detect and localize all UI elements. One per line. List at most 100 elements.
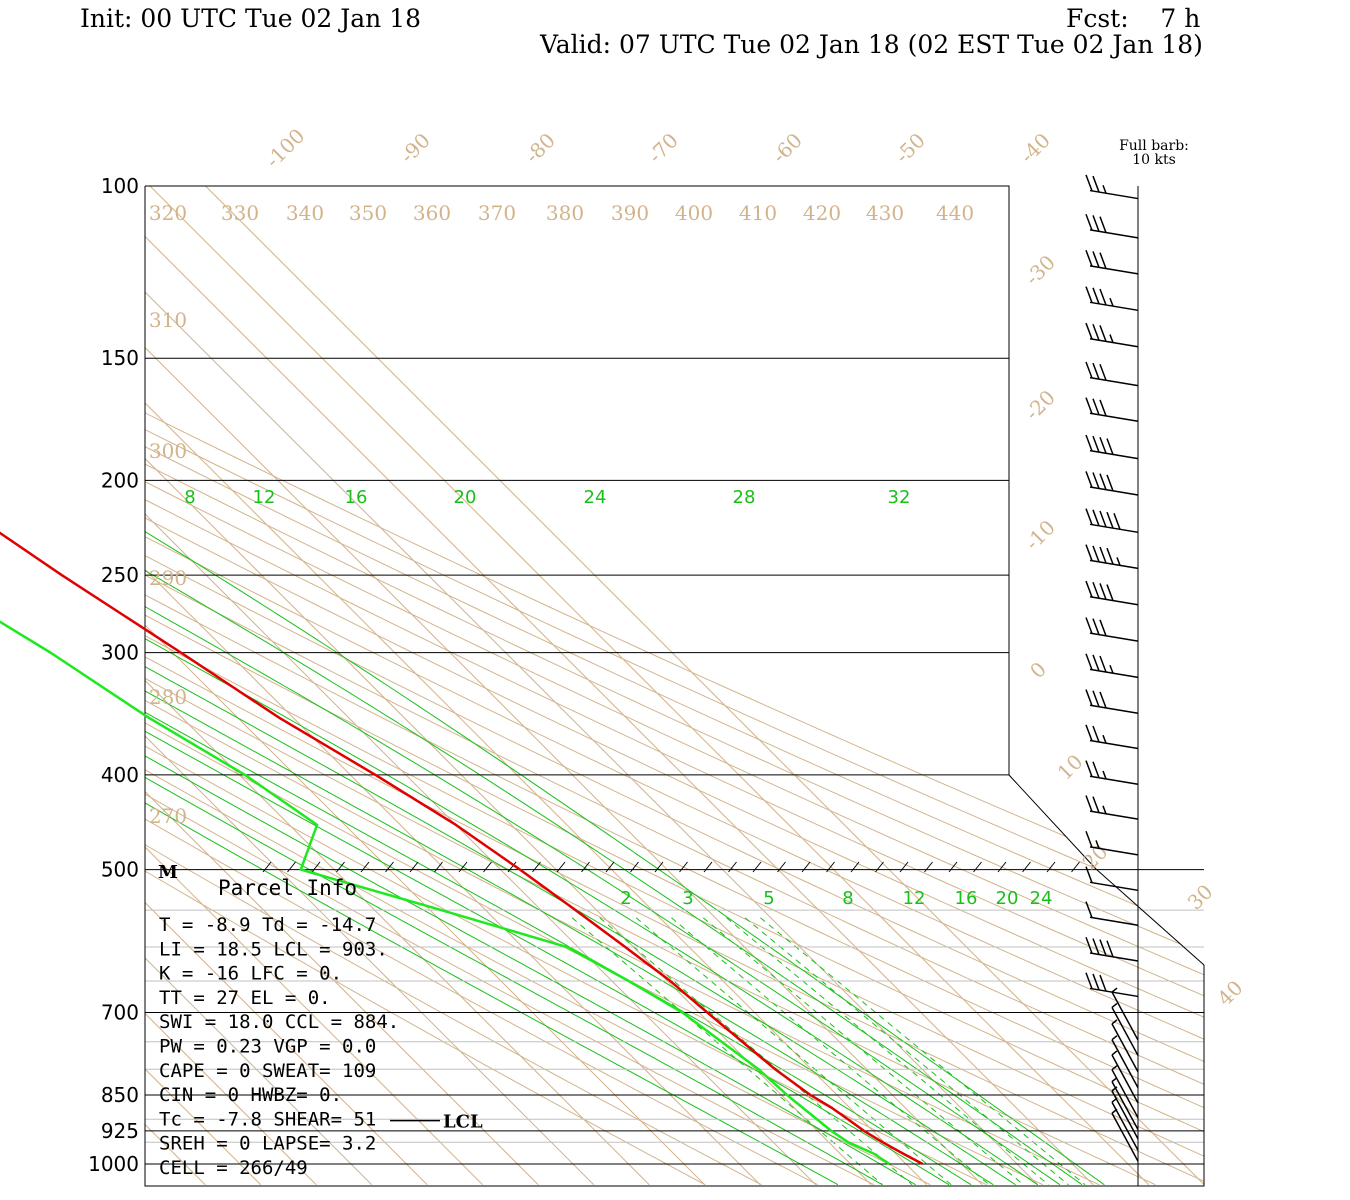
wind-barb — [1085, 471, 1139, 496]
theta-label: 430 — [866, 201, 904, 225]
dry-adiabat — [145, 186, 1156, 1186]
wind-barb — [1111, 1050, 1139, 1104]
isotherm-line — [145, 186, 706, 1186]
moist-adiabat-label: 32 — [888, 487, 911, 508]
wind-barb — [1085, 434, 1139, 460]
pressure-label-400: 400 — [101, 763, 139, 787]
barb-shaft — [1111, 1081, 1139, 1130]
theta-label: 330 — [221, 201, 259, 225]
isotherm-line — [145, 186, 428, 1186]
barb-shaft — [1089, 846, 1139, 856]
mixing-ratio-line — [726, 917, 1049, 1186]
barb-flag — [1092, 725, 1100, 743]
hatch-mark — [630, 861, 639, 873]
barb-flag — [1092, 618, 1100, 635]
barb-half — [1102, 184, 1107, 194]
barb-flag — [1106, 940, 1114, 958]
wind-barb — [1085, 249, 1139, 275]
barb-flag — [1092, 472, 1100, 489]
barb-flag — [1085, 434, 1093, 452]
parcel-row: T = -8.9 Td = -14.7 — [159, 914, 376, 936]
barb-shaft — [1111, 1112, 1139, 1162]
mixing-ratio-label: 2 — [620, 888, 631, 909]
mixing-ratio-label: 12 — [903, 888, 926, 909]
mixing-ratio-line — [744, 917, 1069, 1186]
barb-shaft — [1089, 449, 1139, 460]
wind-barb — [1085, 972, 1139, 998]
wind-barb — [1111, 1019, 1139, 1073]
barb-half — [1111, 1097, 1118, 1103]
hatch-mark — [924, 861, 933, 873]
pressure-label-500: 500 — [101, 858, 139, 882]
hatch-mark — [850, 861, 860, 873]
barb-flag — [1106, 584, 1114, 601]
barb-shaft — [1089, 412, 1139, 422]
moist-adiabat — [145, 479, 839, 1186]
wind-barb — [1085, 760, 1139, 786]
theta-label: 340 — [286, 201, 324, 225]
barb-flag — [1085, 249, 1093, 267]
isotherm-line — [145, 186, 817, 1186]
hatch-mark — [826, 861, 835, 873]
barb-flag — [1092, 545, 1100, 563]
lcl-label: LCL — [443, 1112, 483, 1133]
mixing-ratio-label: 8 — [842, 888, 853, 909]
mixing-ratio-label: 20 — [996, 888, 1019, 909]
forecast-hour: Fcst: 7 h — [1066, 4, 1201, 33]
barb-flag — [1092, 973, 1100, 991]
barb-flag — [1085, 795, 1093, 812]
barb-shaft — [1089, 559, 1139, 570]
isotherm-line — [145, 186, 595, 1186]
isotherm-line — [145, 186, 928, 1186]
frame-lower — [144, 186, 1205, 1187]
barb-flag — [1099, 619, 1107, 637]
barb-flag — [1099, 399, 1107, 417]
barb-shaft — [1089, 632, 1139, 642]
hatch-mark — [385, 861, 394, 873]
barb-shaft — [1089, 987, 1139, 998]
barb-flag — [1092, 509, 1100, 527]
barb-flag — [1106, 438, 1114, 455]
barb-flag — [1085, 866, 1093, 883]
barb-half — [1095, 840, 1100, 849]
theta-label: 350 — [349, 201, 387, 225]
barb-shaft — [1111, 1023, 1139, 1073]
barb-shaft — [1111, 1007, 1139, 1056]
hatch-mark — [654, 861, 664, 873]
barb-flag — [1085, 544, 1093, 561]
barb-flag — [1085, 286, 1093, 303]
barb-flag — [1106, 547, 1114, 565]
isotherm-label: -20 — [1020, 385, 1060, 425]
isotherm-line — [205, 186, 1204, 1186]
hatch-mark — [777, 861, 786, 873]
wind-barb — [1085, 174, 1139, 200]
mixing-ratio-line — [571, 917, 883, 1186]
barb-flag — [1099, 583, 1107, 600]
theta-label: 280 — [149, 685, 187, 709]
barb-flag — [1099, 974, 1107, 992]
barb-flag — [1092, 215, 1100, 232]
isotherm-label: 40 — [1213, 976, 1248, 1011]
dry-adiabat — [145, 186, 762, 1186]
hatch-mark — [532, 861, 541, 873]
dry-adiabat — [145, 186, 1204, 1186]
barb-shaft — [1089, 376, 1139, 387]
hatch-mark — [605, 861, 615, 873]
pressure-label-700: 700 — [101, 1001, 139, 1025]
barb-shaft — [1089, 486, 1139, 496]
pressure-label-200: 200 — [101, 468, 139, 492]
dry-adiabat — [145, 186, 1204, 1186]
dry-adiabat — [145, 186, 1204, 1186]
barb-flag — [1092, 323, 1100, 341]
wind-barb — [1085, 213, 1139, 239]
barb-shaft — [1089, 810, 1139, 820]
barb-flag — [1085, 213, 1093, 231]
theta-label: 440 — [936, 201, 974, 225]
parcel-row: SREH = 0 LAPSE= 3.2 — [159, 1133, 376, 1155]
barb-flag — [1085, 653, 1093, 670]
isotherm-line — [145, 186, 373, 1186]
barb-flag — [1092, 938, 1100, 955]
barb-flag — [1099, 364, 1107, 381]
barb-shaft — [1089, 668, 1139, 679]
wind-barb — [1111, 1077, 1139, 1130]
